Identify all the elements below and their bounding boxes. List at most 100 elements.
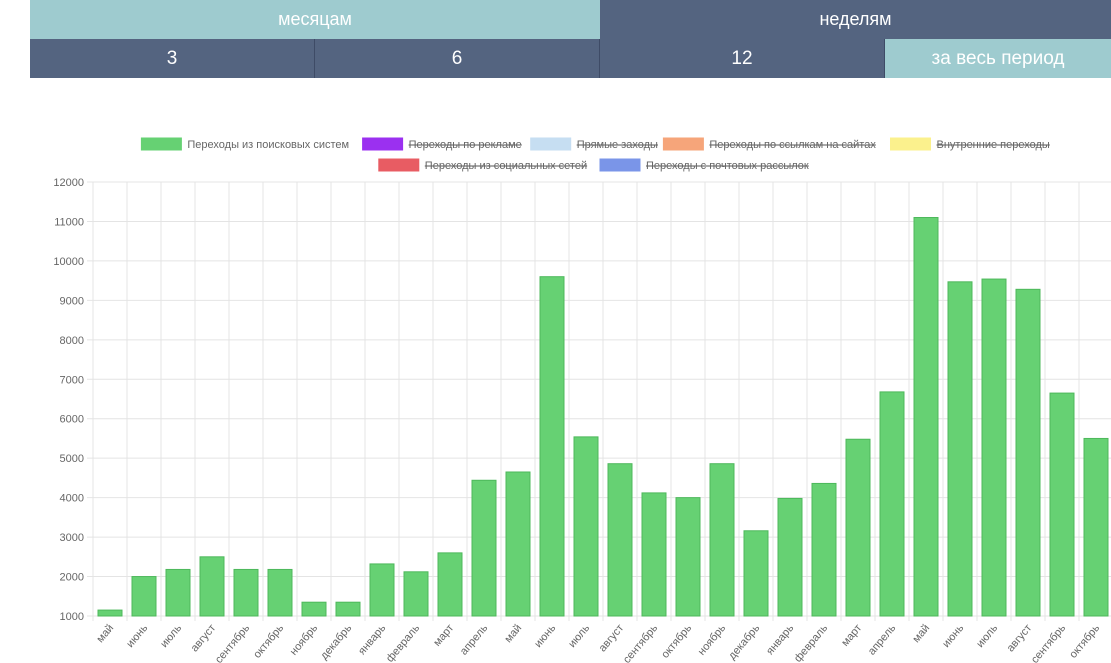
y-tick-label: 2000 bbox=[60, 572, 84, 584]
bar[interactable] bbox=[811, 482, 837, 617]
x-tick-label: октябрь bbox=[251, 622, 286, 661]
legend-item[interactable]: Внутренние переходы bbox=[890, 137, 1050, 151]
y-tick-label: 6000 bbox=[60, 414, 84, 426]
bar[interactable] bbox=[641, 492, 667, 617]
x-tick-label: июль bbox=[158, 622, 184, 650]
legend-item[interactable]: Переходы из поисковых систем bbox=[140, 137, 349, 151]
bar[interactable] bbox=[301, 601, 327, 617]
x-tick-label: август bbox=[1005, 622, 1035, 654]
legend-label: Переходы из социальных сетей bbox=[425, 160, 587, 172]
x-tick-label: апрель bbox=[458, 622, 491, 658]
legend-swatch bbox=[362, 137, 404, 151]
legend-item[interactable]: Переходы с почтовых рассылок bbox=[599, 158, 809, 172]
x-tick-label: апрель bbox=[866, 622, 899, 658]
bar[interactable] bbox=[879, 391, 905, 617]
x-tick-label: ноябрь bbox=[288, 622, 321, 658]
x-tick-label: сентябрь bbox=[213, 622, 252, 663]
legend-item[interactable]: Переходы из социальных сетей bbox=[378, 158, 587, 172]
y-axis: 1000 2000 3000 4000 5000 6000 7000 8000 9000 1000… bbox=[53, 177, 84, 623]
tab-range-3[interactable]: 3 bbox=[30, 39, 315, 78]
x-tick-label: июль bbox=[566, 622, 592, 650]
x-tick-label: январь bbox=[356, 622, 388, 657]
x-tick-label: ноябрь bbox=[696, 622, 729, 658]
bar[interactable] bbox=[607, 463, 633, 617]
bar[interactable] bbox=[335, 601, 361, 617]
y-tick-label: 8000 bbox=[60, 335, 84, 347]
x-tick-label: июнь bbox=[532, 622, 558, 650]
y-tick-label: 10000 bbox=[53, 256, 84, 268]
x-tick-label: май bbox=[94, 622, 116, 645]
legend-label: Прямые заходы bbox=[577, 139, 658, 151]
bar[interactable] bbox=[165, 568, 191, 617]
legend-item[interactable]: Переходы по рекламе bbox=[362, 137, 522, 151]
chart-grid bbox=[87, 181, 1111, 621]
legend-label: Переходы по рекламе bbox=[409, 139, 522, 151]
x-tick-label: май bbox=[910, 622, 932, 645]
x-tick-label: март bbox=[839, 622, 864, 649]
legend-item[interactable]: Переходы по ссылкам на сайтах bbox=[662, 137, 876, 151]
y-tick-label: 5000 bbox=[60, 453, 84, 465]
period-tabs: месяцам неделям bbox=[30, 0, 1111, 39]
x-tick-label: февраль bbox=[792, 622, 831, 663]
bar[interactable] bbox=[471, 479, 497, 617]
bar[interactable] bbox=[539, 276, 565, 617]
y-tick-label: 7000 bbox=[60, 374, 84, 386]
bar[interactable] bbox=[913, 217, 939, 617]
legend-swatch bbox=[662, 137, 704, 151]
tab-range-6[interactable]: 6 bbox=[315, 39, 600, 78]
bar[interactable] bbox=[1049, 392, 1075, 617]
bar[interactable] bbox=[743, 530, 769, 617]
legend-label: Переходы по ссылкам на сайтах bbox=[709, 139, 876, 151]
legend-swatch bbox=[378, 158, 420, 172]
x-tick-label: январь bbox=[764, 622, 796, 657]
x-tick-label: август bbox=[597, 622, 627, 654]
bar[interactable] bbox=[1083, 437, 1109, 617]
x-tick-label: май bbox=[502, 622, 524, 645]
bar[interactable] bbox=[845, 438, 871, 617]
x-tick-label: октябрь bbox=[1067, 622, 1102, 661]
bar[interactable] bbox=[505, 471, 531, 617]
bars bbox=[97, 217, 1109, 617]
bar[interactable] bbox=[709, 463, 735, 617]
legend-label: Переходы с почтовых рассылок bbox=[646, 160, 809, 172]
legend-label: Переходы из поисковых систем bbox=[187, 139, 349, 151]
legend-label: Внутренние переходы bbox=[937, 139, 1050, 151]
bar[interactable] bbox=[437, 552, 463, 617]
range-tabs: 3 6 12 за весь период bbox=[30, 39, 1111, 78]
bar[interactable] bbox=[981, 278, 1007, 617]
bar[interactable] bbox=[233, 568, 259, 617]
chart-legend: Переходы из поисковых систем Переходы по … bbox=[140, 137, 1050, 172]
traffic-bar-chart: Переходы из поисковых систем Переходы по … bbox=[53, 137, 1111, 663]
x-tick-label: июнь bbox=[940, 622, 966, 650]
tab-range-12[interactable]: 12 bbox=[600, 39, 885, 78]
tab-weeks[interactable]: неделям bbox=[600, 0, 1111, 39]
bar[interactable] bbox=[131, 576, 157, 617]
legend-item[interactable]: Прямые заходы bbox=[530, 137, 658, 151]
bar[interactable] bbox=[675, 497, 701, 617]
x-tick-label: сентябрь bbox=[1029, 622, 1068, 663]
bar[interactable] bbox=[199, 556, 225, 617]
bar[interactable] bbox=[777, 497, 803, 617]
y-tick-label: 12000 bbox=[53, 177, 84, 189]
tab-months[interactable]: месяцам bbox=[30, 0, 600, 39]
x-tick-label: июнь bbox=[124, 622, 150, 650]
legend-swatch bbox=[890, 137, 931, 151]
y-tick-label: 3000 bbox=[60, 532, 84, 544]
bar[interactable] bbox=[573, 436, 599, 617]
y-tick-label: 1000 bbox=[60, 611, 84, 623]
legend-swatch bbox=[599, 158, 641, 172]
tab-range-all[interactable]: за весь период bbox=[885, 39, 1111, 78]
y-tick-label: 4000 bbox=[60, 493, 84, 505]
y-tick-label: 9000 bbox=[60, 295, 84, 307]
bar[interactable] bbox=[97, 609, 123, 617]
bar[interactable] bbox=[403, 571, 429, 617]
x-tick-label: февраль bbox=[384, 622, 423, 663]
bar[interactable] bbox=[369, 563, 395, 617]
bar[interactable] bbox=[947, 281, 973, 617]
legend-swatch bbox=[530, 137, 572, 151]
x-tick-label: декабрь bbox=[318, 622, 354, 662]
bar[interactable] bbox=[267, 568, 293, 617]
x-tick-label: март bbox=[431, 622, 456, 649]
bar[interactable] bbox=[1015, 288, 1041, 617]
